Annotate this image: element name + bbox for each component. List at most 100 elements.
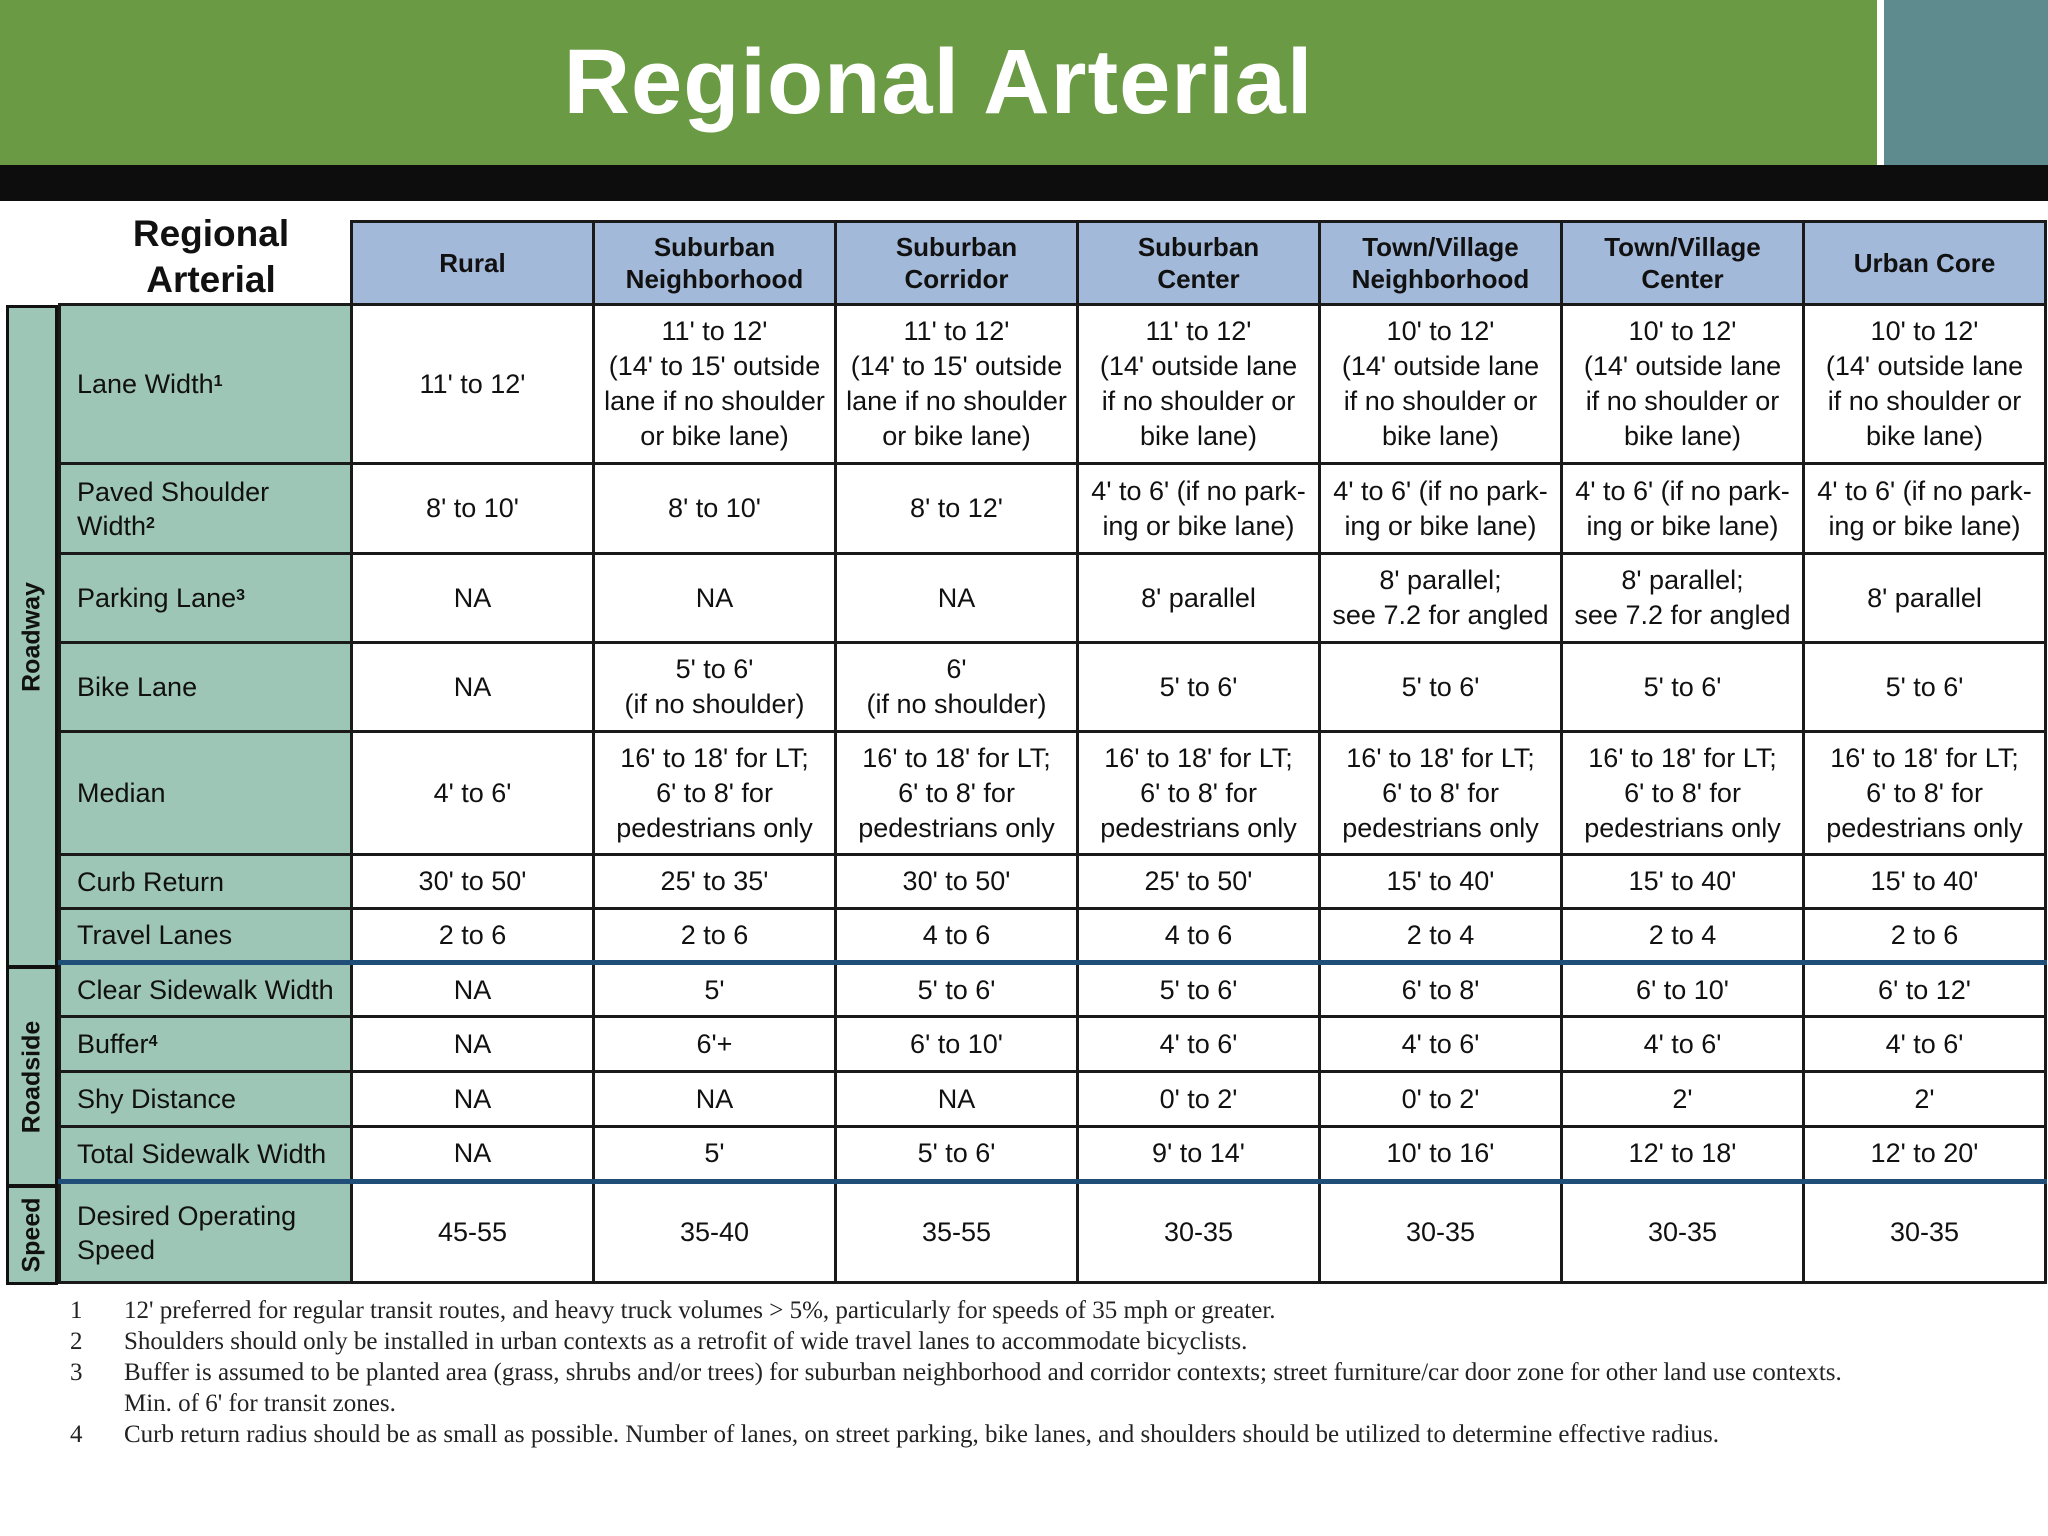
row-label-text: Travel Lanes [77, 920, 233, 950]
footnote-item: 2 Shoulders should only be installed in u… [60, 1326, 2040, 1357]
table-cell: 8' parallel [1076, 552, 1321, 644]
table-cell: NA [592, 1070, 837, 1128]
table-cell: NA [350, 960, 595, 1018]
table-cell: 5' to 6' [1560, 641, 1805, 733]
table-cell: 4' to 6' [350, 730, 595, 856]
table-cell: 8' to 10' [592, 462, 837, 555]
table-row: Curb Return 30' to 50' 25' to 35' 30' to 50… [58, 853, 2047, 910]
table-cell: 15' to 40' [1318, 853, 1563, 910]
table-cell: 8' to 12' [834, 462, 1079, 555]
table-cell: 15' to 40' [1802, 853, 2047, 910]
table-cell: 16' to 18' for LT; 6' to 8' for pedestri… [1076, 730, 1321, 856]
footnote-ref: 2 [146, 514, 155, 532]
table-cell: 15' to 40' [1560, 853, 1805, 910]
table-cell: 2 to 6 [592, 907, 837, 964]
footnote-ref: 1 [213, 373, 223, 390]
table-cell: 6'+ [592, 1015, 837, 1073]
row-label-text: Total Sidewalk Width [77, 1138, 327, 1169]
table-row: Lane Width1 11' to 12' 11' to 12' (14' to … [58, 303, 2047, 465]
table-cell: 5' to 6' (if no shoulder) [592, 641, 837, 733]
footnote-item: 4 Curb return radius should be as small a… [60, 1419, 2040, 1450]
table-cell: 6' to 8' [1318, 960, 1563, 1018]
table-cell: 35-55 [834, 1179, 1079, 1284]
footnote-ref: 3 [236, 587, 246, 604]
table-cell: 45-55 [350, 1179, 595, 1284]
table-row: Parking Lane3 NA NA NA 8' parallel 8' paralle… [58, 552, 2047, 644]
row-label-text: Shy Distance [77, 1084, 237, 1114]
table-cell: 10' to 12' (14' outside lane if no shoul… [1318, 303, 1563, 465]
table-cell: NA [350, 552, 595, 644]
table-cell: NA [350, 641, 595, 733]
col-header: Suburban Center [1076, 220, 1321, 306]
table-cell: 16' to 18' for LT; 6' to 8' for pedestri… [1318, 730, 1563, 856]
footnote-item: 1 12' preferred for regular transit route… [60, 1295, 2040, 1326]
table-cell: 4' to 6' (if no park- ing or bike lane) [1560, 462, 1805, 555]
table-cell: 25' to 50' [1076, 853, 1321, 910]
table-row: Total Sidewalk Width NA 5' 5' to 6' 9' to 14… [58, 1125, 2047, 1183]
table-cell: 2 to 6 [350, 907, 595, 964]
title-divider-band [0, 165, 2048, 201]
table-cell: 0' to 2' [1318, 1070, 1563, 1128]
table-cell: 4' to 6' [1076, 1015, 1321, 1073]
table-row: Bike Lane NA 5' to 6' (if no shoulder) 6' (… [58, 641, 2047, 733]
table-cell: 12' to 20' [1802, 1125, 2047, 1183]
table-cell: 4' to 6' (if no park- ing or bike lane) [1076, 462, 1321, 555]
table-cell: 2 to 6 [1802, 907, 2047, 964]
footnote-number: 1 [70, 1297, 83, 1324]
table-cell: NA [350, 1015, 595, 1073]
table-cell: 6' to 10' [834, 1015, 1079, 1073]
row-label: Desired Operating Speed [58, 1179, 353, 1284]
footnote-text: Shoulders should only be installed in ur… [124, 1328, 1248, 1355]
section-label-roadway: Roadway [6, 305, 58, 968]
table-row: Desired Operating Speed 45-55 35-40 35-55 30… [58, 1179, 2047, 1284]
table-cell: 5' to 6' [1802, 641, 2047, 733]
section-label-speed: Speed [6, 1185, 58, 1285]
table-cell: 11' to 12' (14' to 15' outside lane if n… [592, 303, 837, 465]
footnote-text: Buffer is assumed to be planted area (gr… [124, 1359, 1842, 1417]
table-cell: 16' to 18' for LT; 6' to 8' for pedestri… [592, 730, 837, 856]
table-cell: 4' to 6' (if no park- ing or bike lane) [1318, 462, 1563, 555]
table-cell: 8' to 10' [350, 462, 595, 555]
table-cell: 4' to 6' [1802, 1015, 2047, 1073]
table-cell: 5' to 6' [834, 960, 1079, 1018]
footnote-item: 3 Buffer is assumed to be planted area (g… [60, 1357, 2040, 1419]
table-cell: 10' to 12' (14' outside lane if no shoul… [1802, 303, 2047, 465]
table-cell: 5' to 6' [834, 1125, 1079, 1183]
table-cell: 30' to 50' [834, 853, 1079, 910]
col-header: Suburban Corridor [834, 220, 1079, 306]
header-blank-cell [59, 221, 353, 305]
row-label: Parking Lane3 [58, 552, 353, 644]
table-cell: 2 to 4 [1318, 907, 1563, 964]
table-cell: 5' to 6' [1076, 960, 1321, 1018]
table-cell: 10' to 16' [1318, 1125, 1563, 1183]
footnote-ref: 4 [148, 1033, 158, 1050]
row-label: Travel Lanes [58, 907, 353, 964]
title-bar [0, 0, 1877, 165]
table-cell: 11' to 12' [350, 303, 595, 465]
footnotes: 1 12' preferred for regular transit route… [60, 1295, 2040, 1450]
table-cell: NA [592, 552, 837, 644]
table-cell: 4 to 6 [1076, 907, 1321, 964]
table-cell: 5' [592, 960, 837, 1018]
table-cell: NA [350, 1070, 595, 1128]
table-cell: 2' [1560, 1070, 1805, 1128]
row-label: Total Sidewalk Width [58, 1125, 353, 1183]
footnote-number: 3 [70, 1359, 83, 1386]
table-cell: NA [350, 1125, 595, 1183]
row-label-text: Buffer [77, 1029, 149, 1059]
row-label: Median [58, 730, 353, 856]
footnote-text: 12' preferred for regular transit routes… [124, 1297, 1276, 1324]
table-cell: 6' to 12' [1802, 960, 2047, 1018]
row-label-text: Desired Operating Speed [77, 1200, 297, 1265]
table-cell: 30' to 50' [350, 853, 595, 910]
row-label-text: Clear Sidewalk Width [77, 975, 334, 1005]
footnote-number: 4 [70, 1421, 83, 1448]
row-label: Curb Return [58, 853, 353, 910]
table-cell: 16' to 18' for LT; 6' to 8' for pedestri… [1560, 730, 1805, 856]
table-cell: 30-35 [1560, 1179, 1805, 1284]
row-label: Buffer4 [58, 1015, 353, 1073]
table-cell: NA [834, 552, 1079, 644]
column-header-row: Rural Suburban Neighborhood Suburban Cor… [59, 220, 2047, 306]
table-cell: 16' to 18' for LT; 6' to 8' for pedestri… [1802, 730, 2047, 856]
table-row: Clear Sidewalk Width NA 5' 5' to 6' 5' to 6'… [58, 960, 2047, 1018]
